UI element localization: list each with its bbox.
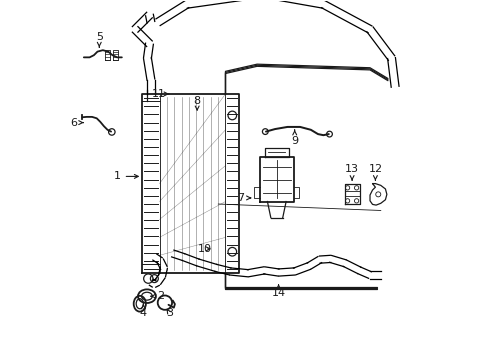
Text: 4: 4: [140, 305, 146, 318]
Text: 1: 1: [114, 171, 138, 181]
Text: 5: 5: [96, 32, 102, 47]
Text: 2: 2: [151, 291, 163, 301]
Text: 9: 9: [290, 130, 298, 145]
Text: 12: 12: [367, 164, 382, 180]
Text: 11: 11: [152, 89, 168, 99]
Text: 6: 6: [70, 118, 83, 128]
Text: 14: 14: [271, 285, 285, 298]
Text: 3: 3: [165, 308, 172, 318]
Text: 7: 7: [237, 193, 250, 203]
Text: 8: 8: [193, 96, 200, 110]
Text: 10: 10: [198, 244, 212, 254]
Text: 13: 13: [345, 164, 358, 180]
